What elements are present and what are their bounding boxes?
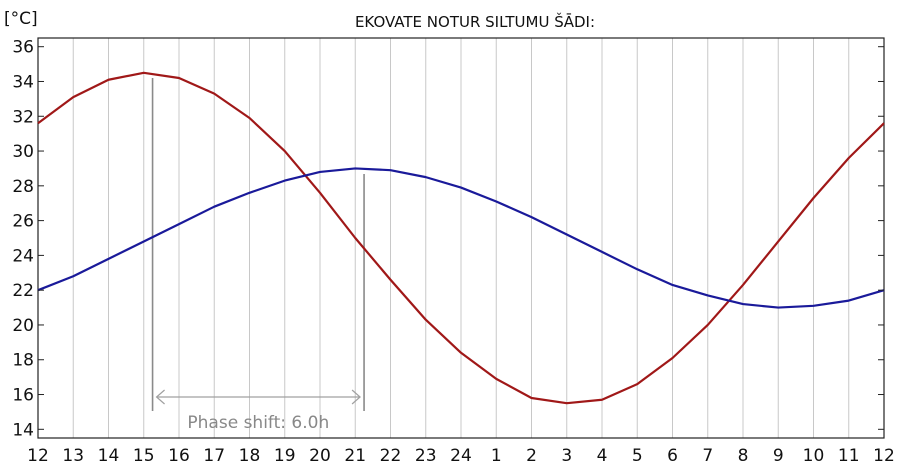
- x-tick-label: 12: [27, 446, 49, 466]
- x-axis-ticks: 12 13 14 15 16 17 18 19 20 21 22 23 24 1 2 3 4 5 6 7 8 9 10 11 1…: [27, 446, 895, 466]
- phase-arrow-right-head: [351, 389, 361, 405]
- y-tick-label: 22: [12, 281, 34, 301]
- vertical-grid: [72, 38, 850, 438]
- series-line-2: [37, 167, 885, 309]
- plot-frame: [37, 37, 885, 439]
- y-tick-label: 34: [12, 72, 34, 92]
- y-axis-unit-label: [°C]: [4, 9, 38, 29]
- y-tick-label: 36: [12, 38, 34, 58]
- x-tick-label: 2: [526, 446, 537, 466]
- y-tick-label: 32: [12, 107, 34, 127]
- y-tick-label: 18: [12, 351, 34, 371]
- x-tick-label: 3: [561, 446, 572, 466]
- x-tick-label: 22: [380, 446, 402, 466]
- y-tick-label: 28: [12, 177, 34, 197]
- phase-arrow-left-head: [155, 389, 165, 405]
- x-tick-label: 5: [632, 446, 643, 466]
- y-tick-label: 14: [12, 420, 34, 440]
- x-tick-label: 19: [274, 446, 296, 466]
- x-tick-label: 4: [597, 446, 608, 466]
- x-tick-label: 7: [702, 446, 713, 466]
- x-tick-label: 14: [98, 446, 120, 466]
- x-tick-label: 6: [667, 446, 678, 466]
- y-axis-ticks: 14 16 18 20 22 24 26 28 30 32 34 36: [12, 38, 884, 440]
- y-tick-label: 20: [12, 316, 34, 336]
- y-tick-label: 24: [12, 246, 34, 266]
- x-tick-label: 20: [309, 446, 331, 466]
- y-tick-label: 16: [12, 386, 34, 406]
- x-tick-label: 10: [803, 446, 825, 466]
- x-tick-label: 18: [239, 446, 261, 466]
- x-tick-label: 23: [415, 446, 437, 466]
- x-tick-label: 15: [133, 446, 155, 466]
- x-tick-label: 1: [491, 446, 502, 466]
- x-tick-label: 16: [168, 446, 190, 466]
- series-line-1: [37, 71, 885, 405]
- chart-title: EKOVATE NOTUR SILTUMU ŠĀDI:: [355, 12, 595, 31]
- x-tick-label: 24: [450, 446, 472, 466]
- x-tick-label: 17: [203, 446, 225, 466]
- x-tick-label: 11: [838, 446, 860, 466]
- x-tick-label: 13: [62, 446, 84, 466]
- y-tick-label: 26: [12, 212, 34, 232]
- x-tick-label: 12: [873, 446, 895, 466]
- x-tick-label: 21: [344, 446, 366, 466]
- x-tick-label: 9: [773, 446, 784, 466]
- phase-shift-label: Phase shift: 6.0h: [187, 413, 329, 433]
- y-tick-label: 30: [12, 142, 34, 162]
- x-tick-label: 8: [738, 446, 749, 466]
- series-layer: [37, 71, 885, 405]
- phase-shift-annotation: Phase shift: 6.0h: [151, 78, 365, 433]
